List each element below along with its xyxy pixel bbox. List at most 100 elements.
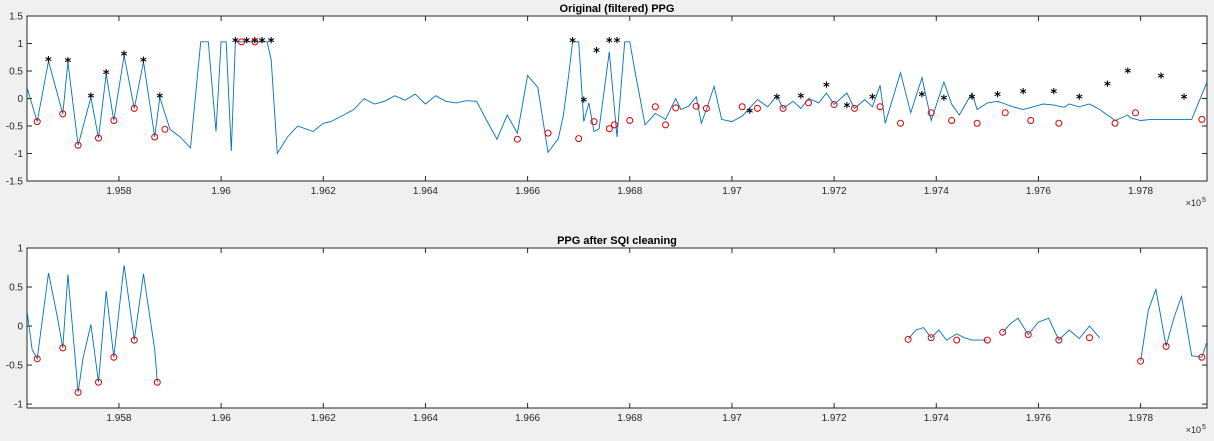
x-tick-label: 1.97 — [722, 413, 742, 424]
peak-marker: * — [869, 93, 876, 108]
onset-marker — [1131, 109, 1139, 117]
onset-marker — [1001, 109, 1009, 117]
onset-marker — [575, 135, 583, 143]
x-tick-label: 1.966 — [515, 186, 540, 197]
onset-marker — [927, 109, 935, 117]
onset-marker — [110, 353, 118, 361]
top-axes: Original (filtered) PPG 1.958 1.96 1.962 1.9… — [6, 3, 1208, 208]
x-exponent-power: 5 — [1202, 424, 1206, 431]
onset-marker — [1137, 357, 1145, 365]
peak-marker: * — [45, 55, 52, 70]
peak-marker: * — [580, 95, 587, 110]
ppg-clean-segment — [27, 265, 158, 393]
x-tick-label: 1.978 — [1128, 186, 1153, 197]
peak-marker: * — [1104, 79, 1111, 94]
x-tick-label: 1.968 — [617, 413, 642, 424]
peak-marker: * — [1124, 67, 1131, 82]
onset-marker — [904, 335, 912, 343]
peak-marker: * — [919, 90, 926, 105]
x-tick-label: 1.958 — [106, 186, 131, 197]
x-tick-label: 1.962 — [311, 413, 336, 424]
peak-marker: * — [259, 36, 266, 51]
y-tick-label: -1 — [14, 149, 23, 160]
onset-marker — [151, 133, 159, 141]
onset-marker — [513, 135, 521, 143]
onset-marker — [897, 119, 905, 127]
peak-marker: * — [614, 36, 621, 51]
x-tick-label: 1.972 — [822, 186, 847, 197]
peak-marker: * — [87, 91, 94, 106]
onset-marker — [999, 328, 1007, 336]
onset-marker — [927, 334, 935, 342]
peak-marker: * — [103, 68, 110, 83]
x-tick-label: 1.968 — [617, 186, 642, 197]
onset-marker — [1198, 115, 1206, 123]
peak-marker: * — [243, 36, 250, 51]
onset-marker — [238, 38, 246, 46]
peak-marker: * — [64, 56, 71, 71]
peak-marker: * — [969, 93, 976, 108]
onset-marker — [1086, 334, 1094, 342]
plot-area — [26, 247, 1208, 409]
onset-marker — [33, 118, 41, 126]
peak-marker: * — [773, 93, 780, 108]
onset-marker — [702, 104, 710, 112]
bottom-axes: PPG after SQI cleaning 1.958 1.96 1.962 1.96… — [6, 235, 1208, 435]
onset-marker — [753, 104, 761, 112]
y-tick-label: -1.5 — [6, 177, 24, 188]
onset-marker — [779, 104, 787, 112]
onset-marker — [1162, 342, 1170, 350]
x-tick-label: 1.976 — [1026, 186, 1051, 197]
ppg-clean-segment — [907, 327, 988, 341]
y-tick-label: 1 — [17, 244, 23, 255]
peak-marker: * — [140, 56, 147, 71]
y-tick-label: -0.5 — [6, 122, 24, 133]
onset-marker — [1055, 119, 1063, 127]
onset-marker — [605, 125, 613, 133]
chart-title: PPG after SQI cleaning — [557, 235, 677, 247]
onset-marker — [672, 104, 680, 112]
onset-marker — [59, 344, 67, 352]
onset-marker — [95, 134, 103, 142]
peak-marker: * — [268, 36, 275, 51]
onset-marker — [983, 336, 991, 344]
peak-marker: * — [941, 94, 948, 109]
onset-marker — [738, 103, 746, 111]
onset-marker — [830, 101, 838, 109]
x-tick-label: 1.976 — [1026, 413, 1051, 424]
x-exponent-power: 5 — [1202, 197, 1206, 204]
onset-marker — [1055, 336, 1063, 344]
onset-marker — [74, 141, 82, 149]
onset-marker — [805, 99, 813, 107]
onset-marker — [251, 38, 259, 46]
peak-marker: * — [1050, 87, 1057, 102]
peak-marker: * — [746, 106, 753, 121]
y-tick-label: 1.5 — [9, 12, 23, 23]
x-tick-label: 1.97 — [722, 186, 742, 197]
onset-marker — [610, 121, 618, 129]
peak-marker: * — [593, 46, 600, 61]
onset-marker — [153, 378, 161, 386]
peak-marker: * — [569, 36, 576, 51]
x-tick-label: 1.964 — [413, 413, 438, 424]
peak-marker: * — [823, 80, 830, 95]
x-tick-label: 1.958 — [106, 413, 131, 424]
onset-marker — [1024, 331, 1032, 339]
x-tick-label: 1.966 — [515, 413, 540, 424]
onset-marker — [1027, 117, 1035, 124]
peak-marker: * — [1076, 93, 1083, 108]
y-tick-label: 0 — [17, 322, 23, 333]
onset-marker — [95, 378, 103, 386]
onset-marker — [953, 336, 961, 344]
onset-marker — [651, 103, 659, 111]
onset-marker — [33, 355, 41, 363]
peak-marker: * — [121, 50, 128, 65]
onset-marker — [692, 102, 700, 110]
peak-marker: * — [232, 36, 239, 51]
y-tick-label: 0 — [17, 94, 23, 105]
onset-marker — [1198, 353, 1206, 361]
onset-marker — [851, 104, 859, 112]
onset-marker — [626, 117, 634, 124]
peak-marker: * — [994, 90, 1001, 105]
y-tick-label: 0.5 — [9, 67, 23, 78]
